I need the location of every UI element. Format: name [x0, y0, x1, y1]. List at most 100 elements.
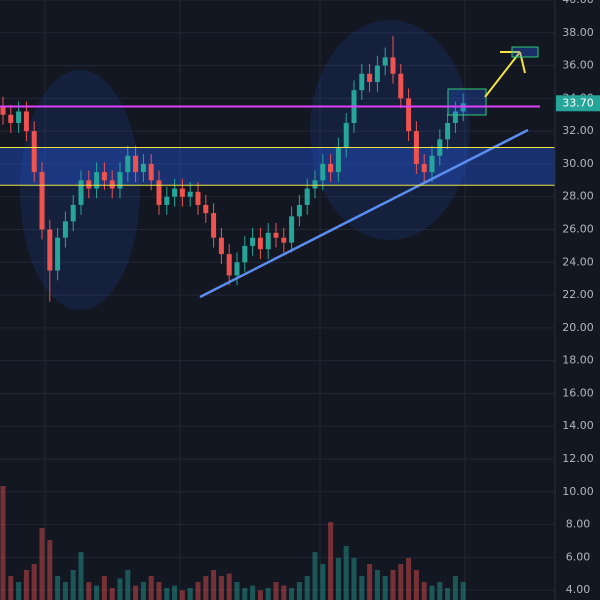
y-tick-label: 30.00: [562, 157, 594, 170]
candle-body: [172, 188, 178, 197]
volume-bar: [429, 585, 435, 600]
last-price-label: 33.70: [562, 96, 594, 109]
volume-bar: [234, 582, 240, 600]
volume-bar: [94, 585, 100, 600]
volume-bar: [86, 582, 92, 600]
volume-bar: [16, 582, 22, 600]
candle-body: [234, 262, 240, 276]
volume-bar: [172, 585, 178, 600]
candle-body: [39, 172, 45, 230]
volume: [0, 486, 466, 600]
volume-bar: [195, 582, 201, 600]
volume-bar: [289, 588, 295, 600]
volume-bar: [304, 576, 310, 600]
volume-bar: [70, 570, 76, 600]
volume-bar: [281, 585, 287, 600]
candle-body: [335, 147, 341, 173]
y-tick-label: 8.00: [566, 518, 591, 531]
volume-bar: [101, 576, 107, 600]
candle-body: [211, 213, 217, 238]
volume-bar: [445, 588, 451, 600]
candle-body: [164, 196, 170, 205]
candle-body: [156, 180, 162, 205]
zone: [0, 147, 555, 186]
volume-bar: [211, 570, 217, 600]
candle-body: [367, 73, 373, 82]
y-tick-label: 32.00: [562, 124, 594, 137]
zone: [0, 147, 555, 186]
volume-bar: [312, 552, 318, 600]
volume-bar: [390, 570, 396, 600]
y-tick-label: 14.00: [562, 419, 594, 432]
y-tick-label: 38.00: [562, 26, 594, 39]
volume-bar: [460, 582, 466, 600]
volume-bar: [328, 522, 334, 600]
levels: [0, 105, 555, 186]
y-tick-label: 26.00: [562, 223, 594, 236]
y-tick-label: 10.00: [562, 485, 594, 498]
candle-body: [242, 245, 248, 263]
last-price-tag: [556, 95, 600, 112]
candle-body: [406, 98, 412, 132]
volume-bar: [39, 528, 45, 600]
volume-bar: [406, 558, 412, 600]
breakout-box: [447, 88, 487, 116]
candle-body: [94, 172, 100, 189]
target-box: [511, 46, 539, 58]
volume-bar: [437, 582, 443, 600]
candle-body: [429, 155, 435, 173]
candle-body: [304, 188, 310, 205]
candle-body: [86, 180, 92, 189]
y-tick-label: 12.00: [562, 452, 594, 465]
candle-body: [382, 57, 388, 66]
y-tick-label: 40.00: [562, 0, 594, 6]
trend-line: [199, 128, 529, 299]
axis-labels: 4.00 6.00 8.00 10.00 12.00 14.00 16.00 18.00 20.…: [556, 0, 600, 596]
volume-bar: [257, 590, 263, 600]
candles: [0, 36, 466, 302]
candle-body: [62, 221, 68, 238]
volume-bar: [0, 486, 6, 600]
candle-body: [273, 232, 279, 238]
candle-body: [70, 204, 76, 222]
volume-bar: [187, 588, 193, 600]
volume-bar: [382, 576, 388, 600]
volume-bar: [367, 564, 373, 600]
grid: [0, 0, 555, 591]
candle-body: [398, 73, 404, 99]
volume-bar: [23, 570, 29, 600]
candle-body: [117, 172, 123, 189]
volume-bar: [218, 576, 224, 600]
volume-bar: [242, 588, 248, 600]
candle-body: [250, 237, 256, 246]
candle-body: [0, 106, 6, 115]
y-tick-label: 4.00: [566, 583, 591, 596]
y-tick-label: 28.00: [562, 190, 594, 203]
volume-bar: [320, 564, 326, 600]
volume-bar: [164, 588, 170, 600]
volume-bar: [374, 570, 380, 600]
volume-bar: [55, 576, 61, 600]
volume-bar: [343, 546, 349, 600]
volume-bar: [398, 564, 404, 600]
candle-body: [452, 111, 458, 123]
volume-bar: [31, 564, 37, 600]
volume-bar: [62, 582, 68, 600]
candle-body: [195, 191, 201, 205]
volume-bar: [452, 576, 458, 600]
y-tick-label: 36.00: [562, 59, 594, 72]
volume-bar: [8, 576, 14, 600]
candle-body: [374, 65, 380, 82]
volume-bar: [140, 582, 146, 600]
candle-body: [390, 57, 396, 74]
candle-body: [226, 254, 232, 276]
candle-body: [148, 163, 154, 181]
volume-bar: [413, 570, 419, 600]
candle-body: [109, 180, 115, 189]
volume-bar: [156, 582, 162, 600]
volume-bar: [179, 590, 185, 600]
volume-bar: [133, 585, 139, 600]
candle-body: [312, 180, 318, 189]
candle-body: [140, 163, 146, 173]
